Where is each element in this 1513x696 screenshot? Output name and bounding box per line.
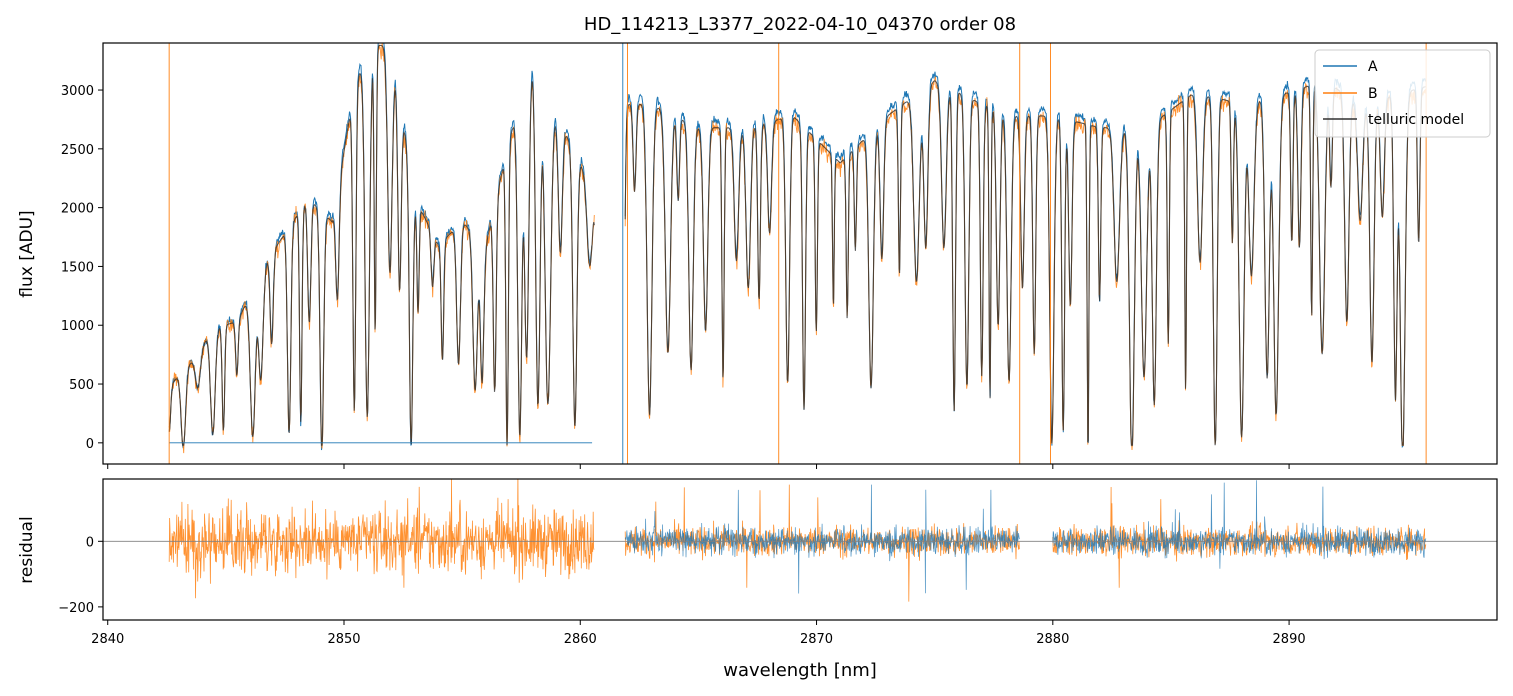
residual-x-tick-label: 2880 [1036,632,1069,647]
flux-plot-area [168,43,1427,464]
flux-y-label: flux [ADU] [17,210,37,297]
legend: A B telluric model [1314,49,1491,138]
residual-y-tick-label: 0 [86,535,94,550]
flux-y-tick-label: 0 [86,437,94,452]
flux-y-tick-label: 1500 [61,260,94,275]
flux-y-tick-label: 3000 [61,84,94,99]
flux-panel-frame [102,42,1498,465]
flux-y-tick-label: 500 [69,378,94,393]
legend-label-a: A [1368,59,1378,75]
residual-b-line [168,479,595,599]
residual-panel: −200 0 2840 2850 2860 2870 2880 2890 residual [17,478,1498,647]
residual-x-tick-label: 2860 [564,632,597,647]
flux-y-tick-label: 1000 [61,319,94,334]
residual-y-tick-label: −200 [58,601,94,616]
flux-y-ticks: 0 500 1000 1500 2000 2500 3000 [61,84,103,452]
flux-x-ticks [107,464,1290,469]
telluric-model-line [168,44,595,446]
residual-x-ticks: 2840 2850 2860 2870 2880 2890 [91,620,1306,647]
series-b-line [624,76,1427,451]
residual-y-label: residual [17,516,37,583]
residual-y-ticks: −200 0 [58,535,103,616]
x-axis-label: wavelength [nm] [723,660,877,681]
residual-x-tick-label: 2840 [91,632,124,647]
residual-x-tick-label: 2870 [800,632,833,647]
legend-box [1314,49,1491,138]
residual-panel-frame [102,478,1498,621]
series-a-line [624,71,1427,448]
flux-panel: 0 500 1000 1500 2000 2500 3000 flux [ADU] A B … [17,42,1498,469]
residual-x-tick-label: 2890 [1273,632,1306,647]
residual-plot-area [103,479,1497,602]
telluric-model-line [624,80,1426,446]
residual-a-line [1052,480,1427,569]
residual-b-line [1052,486,1427,588]
residual-x-tick-label: 2850 [327,632,360,647]
legend-label-model: telluric model [1368,112,1464,128]
legend-label-b: B [1368,86,1378,102]
flux-y-tick-label: 2000 [61,202,94,217]
chart-title: HD_114213_L3377_2022-04-10_04370 order 0… [584,14,1016,35]
flux-y-tick-label: 2500 [61,143,94,158]
